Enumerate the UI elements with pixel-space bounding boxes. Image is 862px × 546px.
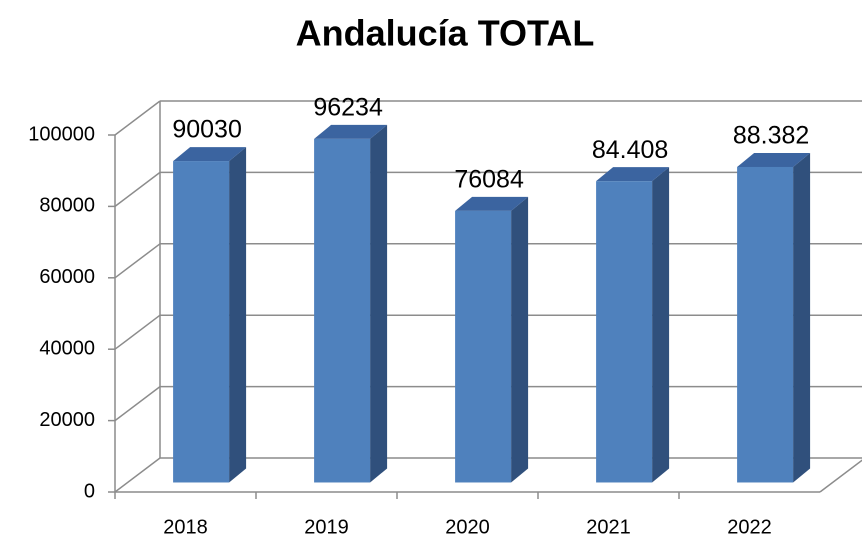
bar-top [737, 152, 811, 167]
data-label: 90030 [172, 116, 242, 144]
grid-line [114, 171, 161, 207]
grid-line [114, 314, 161, 350]
bar [737, 166, 794, 483]
bar [455, 210, 512, 483]
bar [596, 181, 653, 483]
y-tick-label: 100000 [28, 123, 95, 145]
y-tick-label: 20000 [39, 409, 95, 431]
grid-line [114, 386, 161, 422]
x-tick-label: 2020 [445, 516, 490, 538]
x-tick-label: 2021 [586, 516, 631, 538]
chart-title: Andalucía TOTAL [296, 13, 595, 54]
bar-side [652, 167, 670, 483]
grid-line [114, 100, 161, 136]
axis-line [819, 459, 862, 493]
y-tick-label: 0 [84, 480, 95, 502]
x-tick-label: 2019 [304, 516, 349, 538]
y-tick-label: 80000 [39, 195, 95, 217]
bar-top [455, 196, 529, 211]
x-tick-label: 2022 [727, 516, 772, 538]
y-tick-label: 60000 [39, 266, 95, 288]
bar-side [793, 152, 811, 483]
bar-side [229, 147, 247, 483]
y-tick-label: 40000 [39, 337, 95, 359]
grid-line [114, 457, 161, 493]
grid-line [114, 243, 161, 279]
bar-side [511, 196, 529, 483]
x-tick-label: 2018 [163, 516, 208, 538]
bar-top [173, 147, 247, 162]
bar [173, 161, 230, 483]
data-label: 96234 [313, 94, 383, 122]
bar [314, 138, 371, 483]
bar-side [370, 124, 388, 483]
data-label: 88.382 [733, 122, 809, 150]
bar-top [596, 167, 670, 182]
data-label: 76084 [454, 165, 524, 193]
bar-top [314, 124, 388, 139]
data-label: 84.408 [592, 136, 668, 164]
